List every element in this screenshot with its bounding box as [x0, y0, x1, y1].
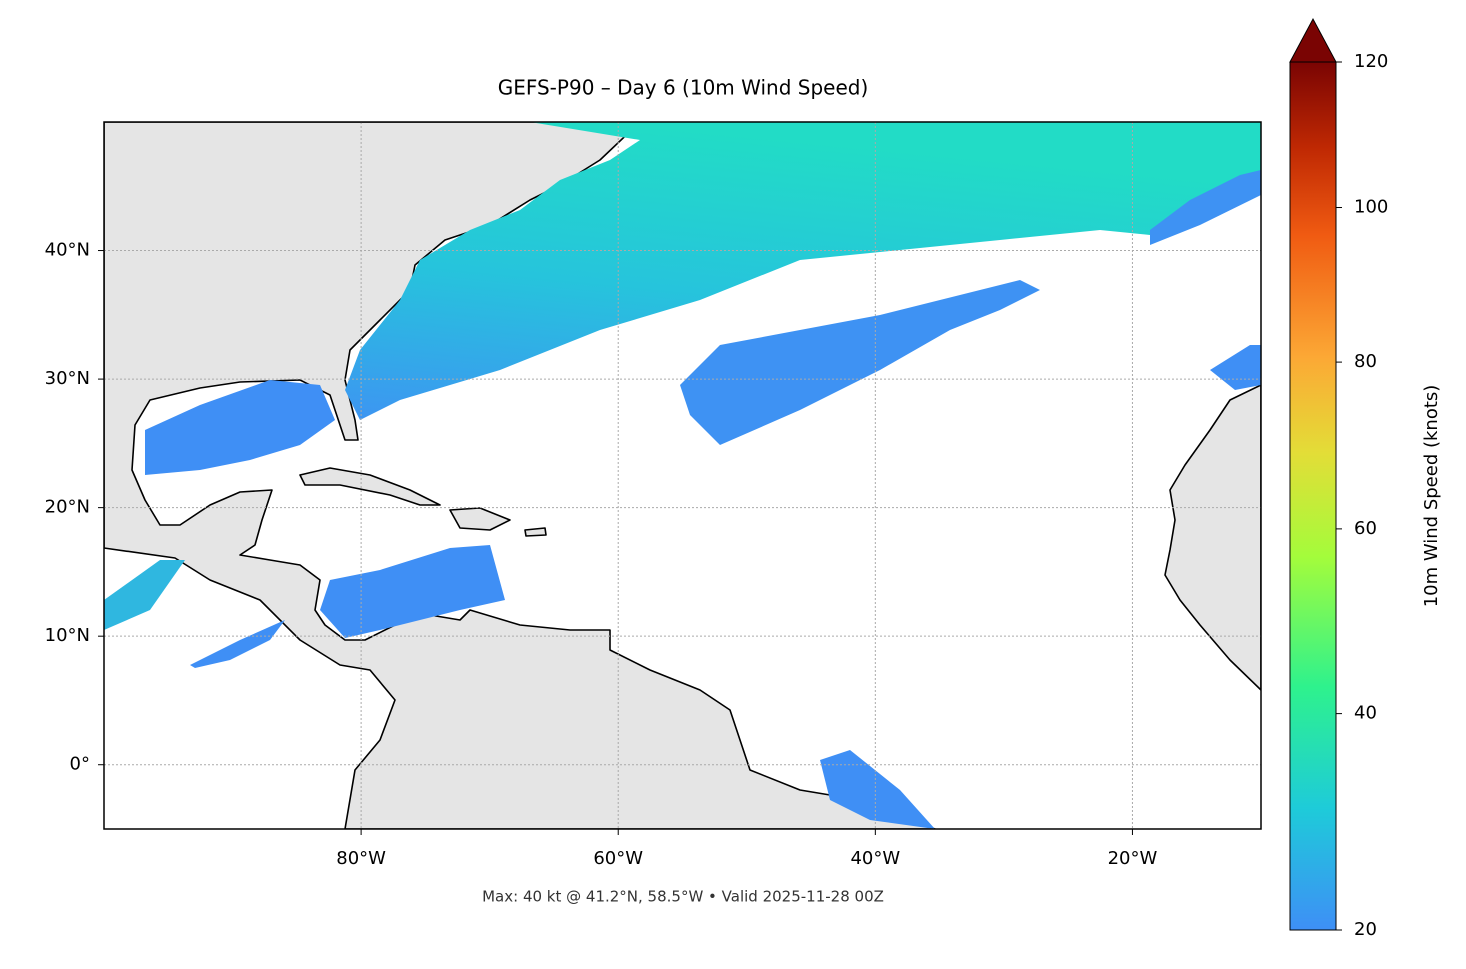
- x-tick-label: 80°W: [336, 848, 386, 869]
- x-tick-label: 20°W: [1108, 848, 1158, 869]
- wind-field: [320, 545, 505, 638]
- wind-field: [145, 380, 335, 475]
- colorbar-label: 10m Wind Speed (knots): [1421, 385, 1442, 608]
- x-tick-label: 40°W: [850, 848, 900, 869]
- wind-field: [190, 620, 285, 668]
- y-tick-label: 30°N: [45, 368, 90, 389]
- hispaniola: [449, 507, 511, 531]
- cuba: [299, 467, 441, 506]
- colorbar: [1289, 61, 1337, 931]
- colorbar-extend: [1289, 17, 1337, 63]
- graticule: [104, 122, 1261, 829]
- colorbar-tick-label: 80: [1354, 351, 1377, 372]
- y-tick-label: 40°N: [45, 240, 90, 261]
- puerto-rico: [524, 527, 547, 537]
- y-tick-label: 20°N: [45, 497, 90, 518]
- y-tick-label: 0°: [70, 754, 90, 775]
- colorbar-tick-label: 20: [1354, 919, 1377, 940]
- wind-field: [104, 560, 185, 630]
- colorbar-tick-label: 40: [1354, 703, 1377, 724]
- wind-field: [820, 750, 935, 829]
- colorbar-tick-label: 100: [1354, 197, 1388, 218]
- americas: [104, 122, 936, 829]
- y-tick-label: 10°N: [45, 625, 90, 646]
- wind-field: [345, 122, 1261, 420]
- map-area: [104, 122, 1261, 829]
- x-tick-label: 60°W: [593, 848, 643, 869]
- africa: [1164, 384, 1261, 691]
- chart-title: GEFS-P90 – Day 6 (10m Wind Speed): [498, 76, 869, 100]
- wind-field: [680, 280, 1040, 445]
- map-frame: [103, 121, 1262, 830]
- colorbar-tick-label: 120: [1354, 51, 1388, 72]
- colorbar-tick-label: 60: [1354, 518, 1377, 539]
- caption: Max: 40 kt @ 41.2°N, 58.5°W • Valid 2025…: [482, 888, 884, 906]
- wind-field: [1150, 170, 1261, 245]
